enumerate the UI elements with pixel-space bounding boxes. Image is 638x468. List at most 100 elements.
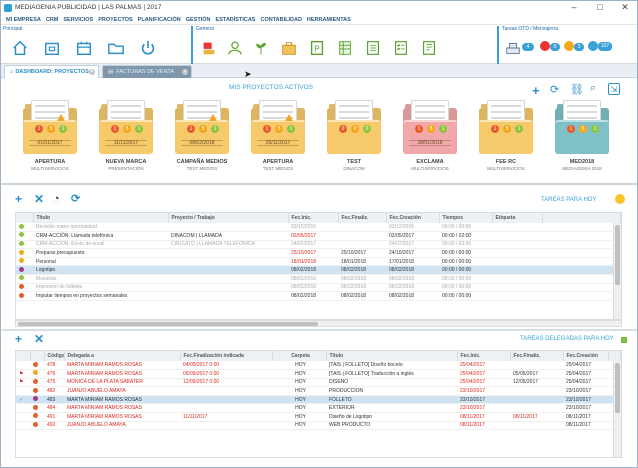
project-name[interactable]: APERTURA [262, 159, 294, 165]
alert-red-icon[interactable] [540, 41, 550, 51]
checklist-icon[interactable] [392, 39, 410, 57]
calendar-icon[interactable] [75, 39, 93, 57]
table-row[interactable]: Imputar tiempos en proyectos semanales 08… [16, 291, 621, 301]
project-name[interactable]: CAMPAÑA MEDIOS [176, 159, 228, 165]
column-header[interactable]: Proyecto / Trabajo [168, 213, 289, 223]
refresh-icon[interactable]: ⟳ [71, 193, 81, 205]
link-icon[interactable]: ⛓ [570, 84, 584, 96]
table-row[interactable]: CRM-ACCIÓN: Envío de email CIRCUITO | LLA… [16, 240, 621, 250]
column-header[interactable]: Fec.Creación [563, 351, 609, 361]
column-header[interactable]: Delegada a [64, 351, 181, 361]
tab-close-icon[interactable]: × [89, 69, 95, 75]
message-icon[interactable] [588, 41, 598, 51]
menu-item[interactable]: PLANIFICACIÓN [137, 16, 181, 23]
table-row[interactable]: Revisión mano oportunidad 03/12/2015 03/12… [16, 223, 621, 233]
table-row[interactable]: CRM-ACCIÓN: Llamada telefónica DINACOM | … [16, 231, 621, 241]
menu-item[interactable]: HERRAMIENTAS [306, 16, 351, 23]
table-row[interactable]: ⚑ 476 MARTA MIRIAM RAMOS ROSAS 05/05/2017 0… [16, 369, 621, 379]
table-row[interactable]: Preparar presupuesto 25/10/2017 25/10/2017… [16, 248, 621, 258]
column-header[interactable]: Fec.Inic. [457, 351, 511, 361]
add-icon[interactable]: + [532, 83, 540, 98]
alert-orange-icon[interactable] [564, 41, 574, 51]
project-name[interactable]: TEST [346, 159, 362, 165]
table-row[interactable]: 478 MARTA MIRIAM RAMOS ROSAS 04/05/2017 0:… [16, 361, 621, 371]
company-icon[interactable] [43, 39, 61, 57]
column-header[interactable]: Fec.Inic. [288, 213, 339, 223]
refresh-icon[interactable]: ⟳ [550, 84, 560, 96]
table-row[interactable]: ✓ 483 MARTA MIRIAM RAMOS ROSAS HOY FOLLETO 23… [16, 395, 621, 405]
column-header[interactable]: Fec.Finaliz. [510, 351, 564, 361]
power-icon[interactable] [139, 39, 157, 57]
project-name[interactable]: APERTURA [34, 159, 66, 165]
column-header[interactable]: Fec.Finaliz. [338, 213, 387, 223]
document-p-icon[interactable]: P [308, 39, 326, 57]
menu-item[interactable]: CONTABILIDAD [260, 16, 302, 23]
table-row[interactable]: Logotipo 08/02/2018 08/02/2018 08/02/2018 00… [16, 265, 621, 276]
project-name[interactable]: FEE RC [495, 159, 517, 165]
column-header[interactable]: Título [33, 213, 169, 223]
project-name[interactable]: MED2018 [569, 159, 595, 165]
timer-icon[interactable]: ◔ [53, 193, 60, 205]
project-name[interactable]: NUEVA MARCA [105, 159, 147, 165]
column-header[interactable]: Tiempos [439, 213, 493, 223]
project-folder[interactable]: 1 5 1 20/11/2017 [251, 100, 305, 162]
maximize-button[interactable]: □ [597, 2, 603, 12]
column-header[interactable]: Etiqueta [492, 213, 543, 223]
column-header-status[interactable] [30, 351, 45, 361]
table-row[interactable]: 491 MARTA MIRIAM RAMOS ROSAS 11/11/2017 HOY… [16, 412, 621, 422]
briefcase-icon[interactable] [280, 39, 298, 57]
add-task-icon[interactable]: + [15, 192, 23, 206]
table-row[interactable]: ⚑ 475 MONICA DE LA PLATA SABATER 12/05/2017… [16, 378, 621, 388]
report-icon[interactable] [420, 39, 438, 57]
project-folder[interactable]: 1 5 1 28/01/2018 [403, 100, 457, 162]
project-folder[interactable]: 1 5 1 01/01/2017 [23, 100, 77, 162]
menu-item[interactable]: ESTADÍSTICAS [215, 16, 256, 23]
tasks-scrollbar[interactable] [613, 223, 621, 319]
column-header[interactable]: Carpeta [272, 351, 327, 361]
table-row[interactable]: Personal 18/01/2018 18/01/2018 17/01/2018 00… [16, 257, 621, 267]
table-row[interactable]: 484 MARTA MIRIAM RAMOS ROSAS HOY EXTERIOR 23… [16, 403, 621, 414]
flag-icon[interactable] [200, 39, 218, 57]
menu-item[interactable]: GESTIÓN [185, 16, 211, 23]
menu-item[interactable]: SERVICIOS [63, 16, 94, 23]
plant-icon[interactable] [252, 39, 270, 57]
table-row[interactable]: 492 JUANJO ABUELO AMAYA HOY WEB PRODUCTO 08/… [16, 421, 621, 431]
project-folder[interactable]: 1 5 1 08/02/2018 [175, 100, 229, 162]
project-folder[interactable]: 1 5 1 11/11/2017 [99, 100, 153, 162]
column-header[interactable]: Fec.Finalización indicada [180, 351, 273, 361]
close-button[interactable]: ✕ [621, 2, 629, 12]
tab-close-icon[interactable]: × [182, 69, 188, 75]
column-header[interactable]: Fec.Creación [386, 213, 440, 223]
column-header[interactable]: Código [44, 351, 65, 361]
column-header[interactable]: Título [326, 351, 458, 361]
search-icon[interactable]: ⌕ [590, 82, 597, 94]
filter-icon[interactable]: ⇲ [608, 83, 620, 95]
list-icon[interactable] [364, 39, 382, 57]
delete-task-icon[interactable]: ✕ [34, 192, 45, 206]
menu-item[interactable]: MI EMPRESA [6, 16, 41, 23]
table-row[interactable]: Muestras 08/02/2018 08/02/2018 08/02/2018 00… [16, 274, 621, 284]
inbox-icon[interactable] [504, 39, 522, 57]
tab-dashboard-proyectos[interactable]: ⌂ DASHBOARD: PROYECTOS × [4, 65, 99, 78]
minimize-button[interactable]: – [571, 2, 577, 12]
user-icon[interactable] [226, 39, 244, 57]
add-delegated-icon[interactable]: + [15, 332, 23, 346]
delete-delegated-icon[interactable]: ✕ [34, 332, 45, 346]
menu-item[interactable]: CRM [45, 16, 59, 23]
column-header-flag[interactable] [16, 351, 31, 361]
column-header-status[interactable] [16, 213, 34, 223]
folder-icon[interactable] [107, 39, 125, 57]
tab-facturas-de-venta[interactable]: ▤ FACTURAS DE VENTA × [102, 65, 192, 78]
tasks-horizontal-scrollbar[interactable] [15, 320, 622, 327]
panel-divider[interactable] [1, 329, 637, 331]
project-name[interactable]: EXCLAMA [416, 159, 444, 165]
table-row[interactable]: Impresión de folletos 08/02/2018 08/02/201… [16, 283, 621, 293]
home-icon[interactable] [11, 39, 29, 57]
table-row[interactable]: 482 JUANJO ABUELO AMAYA HOY PRODUCCION 23/10… [16, 386, 621, 396]
menu-item[interactable]: PROYECTOS [98, 16, 133, 23]
spreadsheet-icon[interactable] [336, 39, 354, 57]
delegated-scrollbar[interactable] [613, 361, 621, 457]
